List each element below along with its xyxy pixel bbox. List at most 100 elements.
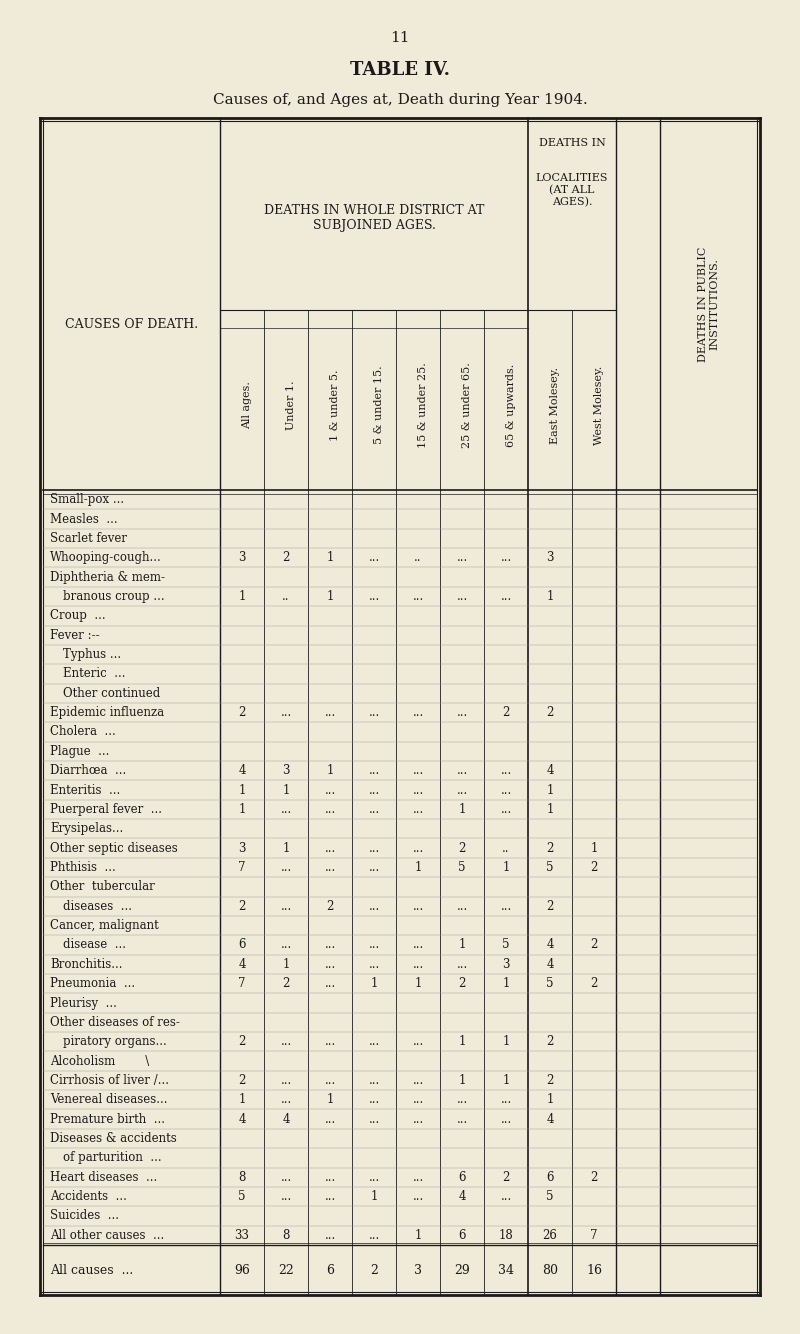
Text: ...: ... [368,590,380,603]
Text: ...: ... [412,803,424,816]
Text: ...: ... [412,938,424,951]
Text: ...: ... [368,1229,380,1242]
Text: 2: 2 [590,860,598,874]
Text: 1: 1 [238,1094,246,1106]
Text: ...: ... [500,590,512,603]
Text: Accidents  ...: Accidents ... [50,1190,127,1203]
Text: ...: ... [280,706,292,719]
Text: 2: 2 [370,1263,378,1277]
Text: ...: ... [368,958,380,971]
Text: Venereal diseases...: Venereal diseases... [50,1094,167,1106]
Text: 2: 2 [238,1035,246,1049]
Text: ...: ... [280,1094,292,1106]
Text: 3: 3 [282,764,290,778]
Text: Whooping-cough...: Whooping-cough... [50,551,162,564]
Text: 3: 3 [414,1263,422,1277]
Text: 6: 6 [238,938,246,951]
Text: ...: ... [500,1113,512,1126]
Text: DEATHS IN PUBLIC
INSTITUTIONS.: DEATHS IN PUBLIC INSTITUTIONS. [698,247,719,362]
Text: ...: ... [456,590,468,603]
Text: Fever :--: Fever :-- [50,628,100,642]
Text: ...: ... [500,1190,512,1203]
Text: ...: ... [368,1113,380,1126]
Text: 1: 1 [282,842,290,855]
Text: ...: ... [368,551,380,564]
Text: 1: 1 [326,590,334,603]
Text: 65 & upwards.: 65 & upwards. [506,363,516,447]
Text: 34: 34 [498,1263,514,1277]
Text: 80: 80 [542,1263,558,1277]
Text: 3: 3 [238,842,246,855]
Text: TABLE IV.: TABLE IV. [350,61,450,79]
Text: 1: 1 [502,1035,510,1049]
Text: 4: 4 [546,764,554,778]
Text: All other causes  ...: All other causes ... [50,1229,164,1242]
Text: 4: 4 [546,938,554,951]
Text: ...: ... [324,938,336,951]
Text: 1: 1 [414,1229,422,1242]
Text: 1: 1 [326,1094,334,1106]
Text: 6: 6 [458,1171,466,1183]
Text: 1: 1 [502,976,510,990]
Text: ...: ... [456,706,468,719]
Text: 7: 7 [590,1229,598,1242]
Text: Alcoholism        \: Alcoholism \ [50,1055,150,1067]
Text: Pleurisy  ...: Pleurisy ... [50,996,117,1010]
Text: ...: ... [500,783,512,796]
Text: ...: ... [324,1190,336,1203]
Text: ..: .. [282,590,290,603]
Text: 16: 16 [586,1263,602,1277]
Text: ...: ... [500,1094,512,1106]
Text: Bronchitis...: Bronchitis... [50,958,122,971]
Text: 4: 4 [282,1113,290,1126]
Text: Causes of, and Ages at, Death during Year 1904.: Causes of, and Ages at, Death during Yea… [213,93,587,107]
Text: 26: 26 [542,1229,558,1242]
Text: ...: ... [368,706,380,719]
Text: ...: ... [280,803,292,816]
Text: 1: 1 [502,860,510,874]
Text: ...: ... [324,706,336,719]
Text: ...: ... [412,590,424,603]
Text: 6: 6 [546,1171,554,1183]
Text: ...: ... [456,899,468,912]
Text: 2: 2 [282,976,290,990]
Text: disease  ...: disease ... [63,938,126,951]
Text: 29: 29 [454,1263,470,1277]
Text: Epidemic influenza: Epidemic influenza [50,706,164,719]
Text: Phthisis  ...: Phthisis ... [50,860,116,874]
Text: DEATHS IN WHOLE DISTRICT AT
SUBJOINED AGES.: DEATHS IN WHOLE DISTRICT AT SUBJOINED AG… [264,204,484,232]
Text: Suicides  ...: Suicides ... [50,1210,119,1222]
Text: ...: ... [412,783,424,796]
Text: 2: 2 [502,1171,510,1183]
Text: ...: ... [324,1035,336,1049]
Text: 1: 1 [546,783,554,796]
Text: LOCALITIES
(AT ALL
AGES).: LOCALITIES (AT ALL AGES). [536,173,608,207]
Text: ...: ... [412,1171,424,1183]
Text: 5: 5 [546,860,554,874]
Text: 2: 2 [458,842,466,855]
Text: 1: 1 [546,590,554,603]
Text: 4: 4 [546,958,554,971]
Text: 5: 5 [546,976,554,990]
Text: 4: 4 [458,1190,466,1203]
Text: Puerperal fever  ...: Puerperal fever ... [50,803,162,816]
Text: 1: 1 [458,803,466,816]
Text: 5 & under 15.: 5 & under 15. [374,366,384,444]
Text: ...: ... [412,1190,424,1203]
Text: 2: 2 [546,899,554,912]
Text: Cancer, malignant: Cancer, malignant [50,919,158,932]
Text: Other diseases of res-: Other diseases of res- [50,1017,180,1029]
Text: ...: ... [412,706,424,719]
Text: Diseases & accidents: Diseases & accidents [50,1133,177,1145]
Text: 1: 1 [238,590,246,603]
Text: ...: ... [500,899,512,912]
Text: diseases  ...: diseases ... [63,899,132,912]
Text: ...: ... [412,1074,424,1087]
Text: Heart diseases  ...: Heart diseases ... [50,1171,158,1183]
Text: ...: ... [412,1035,424,1049]
Text: 1: 1 [458,1035,466,1049]
Text: ...: ... [280,860,292,874]
Text: ...: ... [368,1035,380,1049]
Text: ...: ... [456,1113,468,1126]
Text: Typhus ...: Typhus ... [63,648,121,662]
